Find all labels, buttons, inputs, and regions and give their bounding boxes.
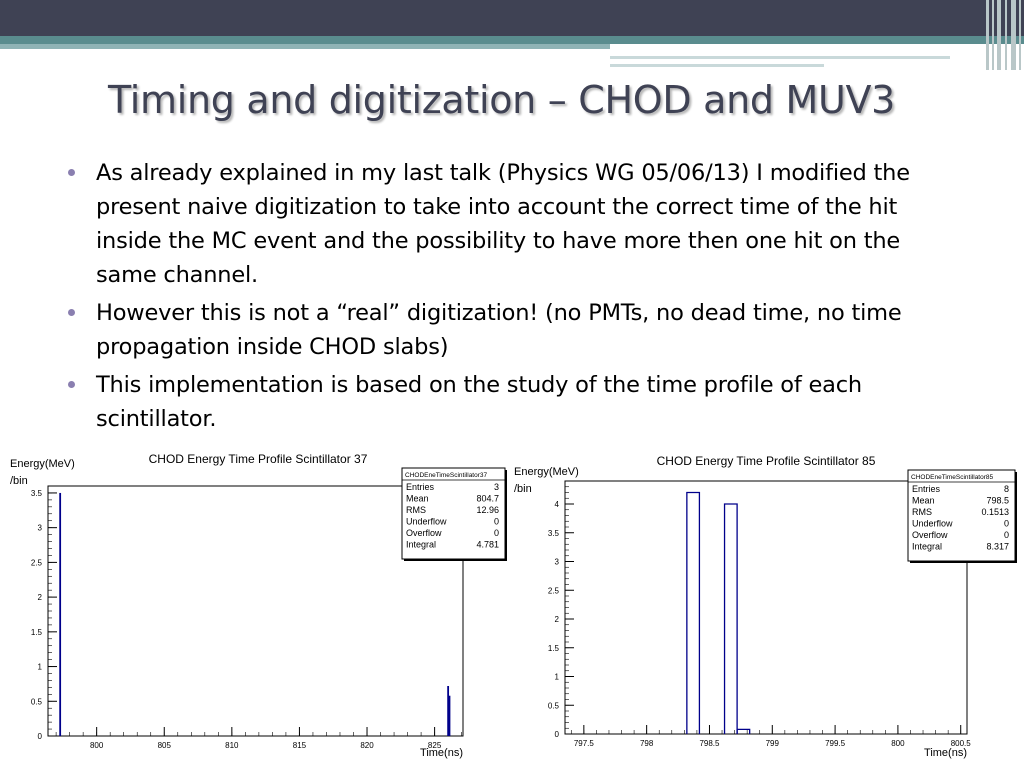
histogram-scintillator-37: CHOD Energy Time Profile Scintillator 37…: [0, 446, 512, 768]
stats-box: [401, 467, 506, 560]
x-tick-label: 825: [428, 741, 442, 750]
stats-row-value: 804.7: [476, 494, 499, 504]
x-axis-label: Time(ns): [420, 747, 463, 759]
header-accent-line: [0, 36, 1024, 44]
y-tick-label: 2.5: [548, 586, 560, 595]
stats-row-value: 8: [1004, 484, 1009, 494]
histogram-bin: [59, 492, 62, 736]
y-tick-label: 3: [555, 558, 560, 567]
y-tick-label: 3.5: [548, 529, 560, 538]
stats-row-label: Integral: [912, 542, 942, 552]
stats-row-label: Mean: [912, 496, 935, 506]
x-tick-label: 798.5: [699, 739, 720, 748]
histogram-37-svg: CHOD Energy Time Profile Scintillator 37…: [10, 452, 507, 759]
y-tick-label: 1.5: [31, 628, 43, 637]
bullet-dot-icon: [68, 309, 75, 316]
y-tick-label: 0: [555, 730, 560, 739]
x-tick-label: 800: [90, 741, 104, 750]
stats-box-name: CHODEneTimeScintillator85: [911, 474, 994, 481]
stats-row-value: 0: [494, 528, 499, 538]
x-tick-label: 800.5: [951, 739, 972, 748]
x-tick-label: 800: [891, 739, 905, 748]
y-tick-label: 1: [38, 663, 43, 672]
bullet-text: However this is not a “real” digitizatio…: [96, 300, 902, 360]
y-tick-label: 2: [555, 615, 560, 624]
stats-row-label: Underflow: [912, 519, 953, 529]
plot-frame: [564, 480, 968, 735]
stats-row-value: 0: [1004, 519, 1009, 529]
stats-row-value: 3: [494, 482, 499, 492]
stats-row-value: 4.781: [476, 540, 499, 550]
stats-row-label: RMS: [912, 507, 932, 517]
header-thin-line-short: [610, 64, 824, 67]
stats-row-label: Mean: [406, 494, 429, 504]
bullet-item: As already explained in my last talk (Ph…: [68, 156, 948, 292]
stats-row-value: 798.5: [986, 496, 1009, 506]
stats-row-value: 12.96: [476, 505, 499, 515]
x-tick-label: 805: [158, 741, 172, 750]
x-tick-label: 810: [225, 741, 239, 750]
header-band: [0, 0, 1024, 36]
chart-title: CHOD Energy Time Profile Scintillator 85: [657, 454, 876, 468]
histogram-bin: [447, 686, 450, 736]
bullet-item: This implementation is based on the stud…: [68, 368, 948, 436]
stats-box-name: CHODEneTimeScintillator37: [405, 472, 488, 479]
plot-frame: [47, 485, 464, 737]
y-tick-label: 0.5: [31, 697, 43, 706]
x-tick-label: 815: [293, 741, 307, 750]
y-tick-label: 1: [555, 673, 560, 682]
y-tick-label: 0.5: [548, 701, 560, 710]
x-axis-label: Time(ns): [924, 747, 967, 759]
y-tick-label: 1.5: [548, 644, 560, 653]
y-axis-label: Energy(MeV): [10, 458, 75, 470]
bullet-list: As already explained in my last talk (Ph…: [68, 156, 948, 440]
slide-title: Timing and digitization – CHOD and MUV3: [108, 78, 896, 122]
bullet-dot-icon: [68, 381, 75, 388]
stats-box: [907, 469, 1016, 562]
stats-row-label: Overflow: [406, 528, 442, 538]
histogram-bin: [736, 728, 751, 734]
y-tick-label: 2: [38, 593, 43, 602]
y-axis-label: Energy(MeV): [514, 466, 579, 478]
y-tick-label: 3.5: [31, 489, 43, 498]
bullet-text: As already explained in my last talk (Ph…: [96, 160, 910, 288]
x-tick-label: 798: [640, 739, 654, 748]
bullet-dot-icon: [68, 169, 75, 176]
stats-row-label: Overflow: [912, 530, 948, 540]
header-accent-line-light: [0, 44, 610, 49]
stats-row-label: Integral: [406, 540, 436, 550]
histogram-bin: [686, 491, 701, 734]
stats-row-label: Underflow: [406, 517, 447, 527]
chart-title: CHOD Energy Time Profile Scintillator 37: [149, 452, 368, 466]
stats-row-value: 0: [1004, 530, 1009, 540]
y-tick-label: 4: [555, 500, 560, 509]
y-tick-label: 0: [38, 732, 43, 741]
stats-row-value: 0.1513: [981, 507, 1009, 517]
bullet-text: This implementation is based on the stud…: [96, 372, 862, 432]
stats-row-label: RMS: [406, 505, 426, 515]
stats-row-label: Entries: [406, 482, 435, 492]
y-tick-label: 3: [38, 524, 43, 533]
header-stripes: [986, 0, 1024, 70]
histogram-85-svg: CHOD Energy Time Profile Scintillator 85…: [514, 454, 1017, 759]
bullet-item: However this is not a “real” digitizatio…: [68, 296, 948, 364]
x-tick-label: 797.5: [574, 739, 595, 748]
stats-row-label: Entries: [912, 484, 941, 494]
x-tick-label: 799.5: [825, 739, 846, 748]
histogram-bin: [448, 695, 451, 736]
y-tick-label: 2.5: [31, 558, 43, 567]
stats-row-value: 8.317: [986, 542, 1009, 552]
stats-row-value: 0: [494, 517, 499, 527]
histogram-scintillator-85: CHOD Energy Time Profile Scintillator 85…: [512, 446, 1024, 768]
histogram-bin: [723, 503, 738, 734]
x-tick-label: 820: [360, 741, 374, 750]
y-axis-label: /bin: [10, 475, 28, 487]
header-thin-line: [610, 56, 950, 59]
x-tick-label: 799: [766, 739, 780, 748]
y-axis-label: /bin: [514, 483, 532, 495]
